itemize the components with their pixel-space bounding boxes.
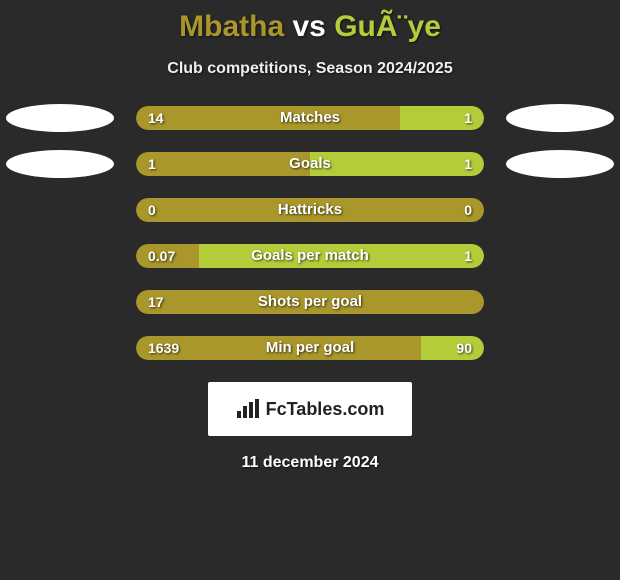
- stat-bar-left: [136, 152, 310, 176]
- stat-row: Matches141: [0, 106, 620, 130]
- stat-bar-track: Min per goal163990: [136, 336, 484, 360]
- player1-oval: [6, 104, 114, 132]
- stat-row: Goals per match0.071: [0, 244, 620, 268]
- stat-row: Min per goal163990: [0, 336, 620, 360]
- stat-row: Shots per goal17: [0, 290, 620, 314]
- stat-bar-track: Hattricks00: [136, 198, 484, 222]
- stat-bar-track: Matches141: [136, 106, 484, 130]
- stat-bar-left: [136, 290, 484, 314]
- logo-text: FcTables.com: [266, 399, 385, 420]
- player1-name: Mbatha: [179, 10, 284, 43]
- player2-oval: [506, 104, 614, 132]
- stat-bar-right: [400, 106, 484, 130]
- stat-bar-left: [136, 336, 421, 360]
- bar-chart-icon: [236, 399, 260, 419]
- stat-bar-left: [136, 106, 400, 130]
- stats-container: Matches141 Goals11 Hattricks00 Goals per ma…: [0, 106, 620, 360]
- stat-bar-left: [136, 198, 484, 222]
- stat-bar-track: Goals per match0.071: [136, 244, 484, 268]
- stat-bar-track: Goals11: [136, 152, 484, 176]
- subtitle: Club competitions, Season 2024/2025: [0, 60, 620, 78]
- player1-oval: [6, 150, 114, 178]
- stat-bar-right: [310, 152, 484, 176]
- stat-row: Goals11: [0, 152, 620, 176]
- stat-bar-left: [136, 244, 199, 268]
- stat-row: Hattricks00: [0, 198, 620, 222]
- stat-bar-track: Shots per goal17: [136, 290, 484, 314]
- vs-label: vs: [292, 10, 325, 43]
- date-label: 11 december 2024: [0, 454, 620, 472]
- player2-oval: [506, 150, 614, 178]
- player2-name: GuÃ¨ye: [334, 10, 441, 43]
- logo-box: FcTables.com: [208, 382, 412, 436]
- stat-bar-right: [421, 336, 484, 360]
- stat-bar-right: [199, 244, 484, 268]
- comparison-title: Mbatha vs GuÃ¨ye: [0, 0, 620, 44]
